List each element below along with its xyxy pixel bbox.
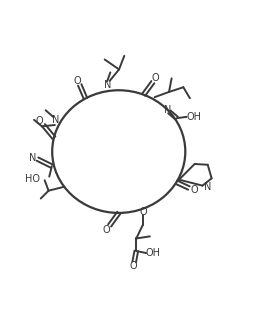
Text: O: O (73, 76, 81, 86)
Text: N: N (29, 153, 37, 163)
Text: N: N (104, 80, 111, 90)
Text: HO: HO (25, 174, 40, 184)
Text: N: N (204, 182, 211, 192)
Text: OH: OH (146, 248, 161, 258)
Text: O: O (36, 116, 43, 126)
Text: O: O (140, 207, 147, 217)
Text: N: N (164, 105, 172, 115)
Text: O: O (152, 73, 159, 83)
Text: O: O (190, 184, 198, 195)
Text: OH: OH (186, 112, 201, 122)
Text: O: O (130, 261, 138, 271)
Text: N: N (52, 115, 60, 125)
Text: O: O (102, 225, 110, 235)
